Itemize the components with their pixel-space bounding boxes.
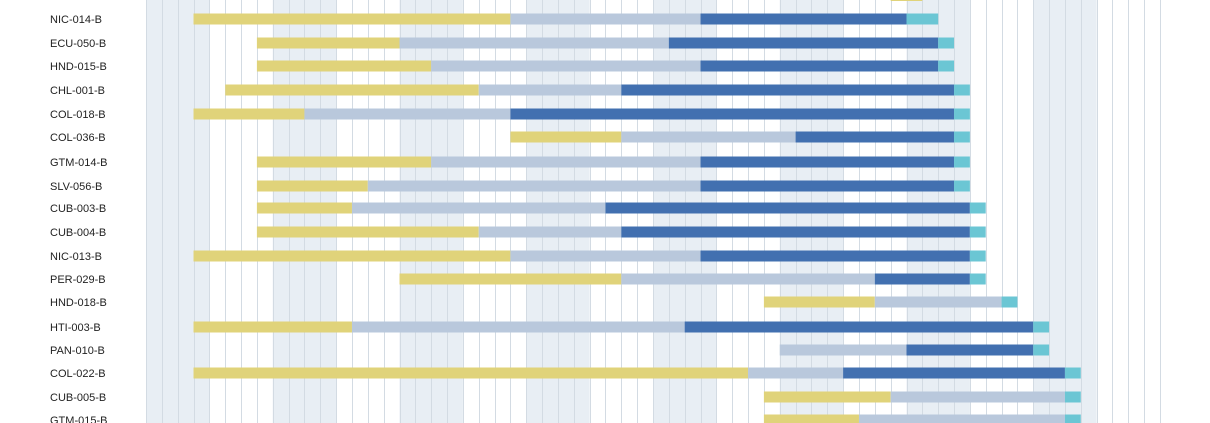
bar-segment-col-022-b-phase3	[843, 367, 1065, 379]
bar-segment-nic-014-b-phase1	[193, 13, 511, 25]
bar-segment-col-036-b-phase2	[621, 131, 796, 143]
bar-segment-gtm-014-b-phase2	[431, 156, 701, 168]
bar-segment-nic-014-b-phase3	[700, 13, 907, 25]
bar-segment-per-029-b-phase3	[874, 273, 970, 285]
bar-segment-gtm-015-b-phase1	[763, 414, 859, 423]
row-label: COL-022-B	[50, 368, 106, 380]
bar-segment-pan-010-b-phase4	[1033, 344, 1050, 356]
row-label: CUB-003-B	[50, 203, 106, 215]
row-label: SLV-056-B	[50, 181, 102, 193]
bar-segment-ecu-050-b-phase3	[668, 37, 939, 49]
bar-segment-col-018-b-phase3	[510, 108, 955, 120]
bar-segment-chl-001-b-phase1	[225, 84, 479, 96]
bar-segment-hnd-015-b-phase1	[256, 60, 432, 72]
bar-segment-cub-004-b-phase4	[969, 226, 986, 238]
row-label: PER-029-B	[50, 274, 106, 286]
bar-segment-per-029-b-phase2	[621, 273, 875, 285]
row-label: ECU-050-B	[50, 38, 106, 50]
bar-segment-gtm-014-b-phase1	[256, 156, 432, 168]
bar-segment-cub-003-b-phase1	[256, 202, 352, 214]
bar-segment-hnd-015-b-phase4	[938, 60, 955, 72]
bar-segment-nic-014-b-phase4	[906, 13, 939, 25]
bar-segment-nic-013-b-phase3	[700, 250, 970, 262]
bar-segment-cub-003-b-phase4	[969, 202, 986, 214]
row-label: CUB-004-B	[50, 227, 106, 239]
bar-segment-col-018-b-phase4	[954, 108, 970, 120]
row-label: HTI-003-B	[50, 322, 101, 334]
bar-segment-cub-004-b-phase1	[256, 226, 479, 238]
bar-segment-chl-001-b-phase4	[954, 84, 970, 96]
row-labels: NIC-014-B ECU-050-B HND-015-B CHL-001-B COL-…	[50, 14, 107, 423]
background-band-8	[1033, 0, 1097, 423]
bar-segment-nic-013-b-phase1	[193, 250, 511, 262]
bar-segment-cub-003-b-phase3	[605, 202, 970, 214]
bar-segment-col-018-b-phase2	[304, 108, 511, 120]
bar-segment-gtm-014-b-phase3	[700, 156, 955, 168]
background-band-1	[146, 0, 210, 423]
bar-segment-ecu-050-b-phase1	[256, 37, 400, 49]
bar-segment-hnd-015-b-phase3	[700, 60, 939, 72]
row-label: COL-036-B	[50, 132, 106, 144]
bar-segment-hti-003-b-phase2	[351, 321, 685, 333]
row-label: CHL-001-B	[50, 85, 105, 97]
bar-segment-slv-056-b-phase1	[256, 180, 368, 192]
row-label: CUB-005-B	[50, 392, 106, 404]
bar-segment-hnd-018-b-phase4	[1001, 296, 1018, 308]
row-label: HND-018-B	[50, 297, 107, 309]
bar-segment-hti-003-b-phase1	[193, 321, 352, 333]
bar-segment-cub-004-b-phase2	[478, 226, 622, 238]
bar-segment-slv-056-b-phase2	[367, 180, 701, 192]
row-label: COL-018-B	[50, 109, 106, 121]
bar-segment-col-018-b-phase1	[193, 108, 305, 120]
bar-segment-per-029-b-phase1	[399, 273, 622, 285]
bar-segment-cub-005-b-phase1	[763, 391, 891, 403]
bar-segment-gtm-015-b-phase2	[858, 414, 1065, 423]
bar-segment-hnd-015-b-phase2	[431, 60, 701, 72]
row-label: PAN-010-B	[50, 345, 105, 357]
bar-segment-ecu-050-b-phase2	[399, 37, 669, 49]
bar-segment-clipped	[890, 0, 923, 1]
bar-segment-chl-001-b-phase3	[621, 84, 955, 96]
bar-segment-col-022-b-phase4	[1064, 367, 1081, 379]
bar-segment-col-036-b-phase1	[510, 131, 622, 143]
row-label: GTM-014-B	[50, 157, 107, 169]
bar-segment-cub-004-b-phase3	[621, 226, 970, 238]
bar-segment-col-036-b-phase4	[954, 131, 970, 143]
gantt-bars	[193, 0, 1081, 423]
bar-segment-slv-056-b-phase4	[954, 180, 970, 192]
bar-segment-gtm-014-b-phase4	[954, 156, 970, 168]
row-label: HND-015-B	[50, 61, 107, 73]
bar-segment-ecu-050-b-phase4	[938, 37, 955, 49]
bar-segment-pan-010-b-phase2	[779, 344, 907, 356]
bar-segment-cub-005-b-phase2	[890, 391, 1065, 403]
bar-segment-slv-056-b-phase3	[700, 180, 955, 192]
bar-segment-hnd-018-b-phase2	[874, 296, 1002, 308]
bar-segment-col-022-b-phase1	[193, 367, 749, 379]
row-label: NIC-013-B	[50, 251, 102, 263]
bar-segment-chl-001-b-phase2	[478, 84, 622, 96]
bar-segment-nic-014-b-phase2	[510, 13, 701, 25]
bar-segment-cub-003-b-phase2	[351, 202, 606, 214]
bar-segment-hti-003-b-phase3	[684, 321, 1034, 333]
row-label: GTM-015-B	[50, 415, 107, 423]
bar-segment-col-022-b-phase2	[748, 367, 844, 379]
bar-segment-col-036-b-phase3	[795, 131, 955, 143]
bar-segment-pan-010-b-phase3	[906, 344, 1034, 356]
bar-segment-hti-003-b-phase4	[1033, 321, 1050, 333]
bar-segment-nic-013-b-phase2	[510, 250, 701, 262]
bar-segment-nic-013-b-phase4	[969, 250, 986, 262]
bar-segment-gtm-015-b-phase4	[1064, 414, 1081, 423]
bar-segment-cub-005-b-phase4	[1064, 391, 1081, 403]
bar-segment-hnd-018-b-phase1	[763, 296, 875, 308]
bar-segment-per-029-b-phase4	[969, 273, 986, 285]
row-label: NIC-014-B	[50, 14, 102, 26]
